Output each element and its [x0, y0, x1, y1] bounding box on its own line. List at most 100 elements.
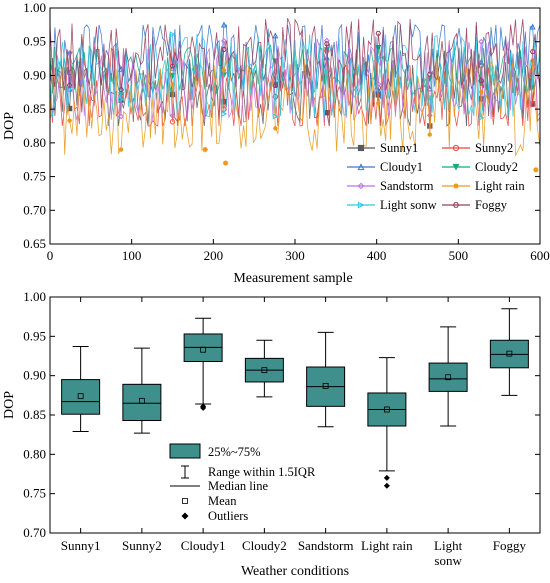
data-point-marker: [529, 49, 536, 55]
outlier-marker: [200, 404, 207, 411]
line-chart-x-label: Measurement sample: [233, 271, 352, 286]
line-series-sandstorm: [49, 38, 541, 123]
x-tick-label: 600: [530, 248, 550, 263]
mean-marker: [261, 367, 268, 374]
data-point-marker: [376, 100, 381, 106]
legend-label-mean: Mean: [208, 494, 237, 508]
outlier-marker: [383, 482, 390, 489]
box-sunny1: [61, 346, 101, 433]
box-chart-dop-by-weather: Sunny1 Sunny2 Cloudy1 Cloudy2 Sandstorm Light…: [2, 289, 541, 579]
data-point-marker: [478, 114, 485, 121]
legend-swatch-marker: [357, 201, 365, 209]
data-point-marker: [118, 96, 125, 103]
x-tick-label: 0: [47, 248, 54, 263]
box-chart-x-label: Weather conditions: [241, 564, 349, 579]
data-point-marker: [66, 82, 73, 88]
data-point-marker: [324, 109, 330, 116]
legend-label: Foggy: [475, 198, 508, 212]
legend-swatch-marker: [453, 183, 459, 189]
y-tick-label: 0.75: [23, 169, 46, 184]
data-point-marker: [169, 63, 176, 69]
box-chart-y-label: DOP: [2, 391, 17, 419]
data-point-marker: [324, 68, 331, 75]
data-point-marker: [221, 110, 228, 117]
box-chart-axes: 0.70 0.75 0.80 0.85 0.90 0.95 1.00: [23, 289, 540, 540]
data-point-marker: [118, 113, 124, 120]
legend-swatch-marker: [452, 202, 460, 208]
x-tick-label: 200: [204, 248, 224, 263]
mean-marker: [383, 406, 390, 413]
legend-label: Light sonw: [380, 198, 437, 212]
legend-label-box: 25%~75%: [208, 445, 261, 459]
data-point-marker: [478, 38, 485, 45]
data-point-marker: [221, 47, 227, 52]
data-point-marker: [118, 147, 124, 152]
iqr-box: [428, 362, 468, 392]
category-label: Sunny2: [122, 538, 162, 553]
data-point-marker: [478, 78, 484, 84]
data-point-marker: [272, 113, 279, 120]
data-point-marker: [375, 54, 382, 61]
legend-label: Sandstorm: [380, 179, 434, 193]
line-chart-dop-vs-sample: 0 100 200 300 400 500 600 0.65 0.70 0.75 0.80 0.85 0…: [2, 0, 550, 286]
y-tick-label: 0.75: [23, 486, 46, 501]
legend-swatch-marker: [452, 163, 460, 171]
x-tick-label: 500: [449, 248, 469, 263]
mean-marker: [77, 393, 84, 400]
legend-label: Cloudy2: [475, 160, 518, 174]
data-point-marker: [426, 71, 433, 77]
data-point-marker: [221, 68, 227, 73]
legend-label-outliers: Outliers: [208, 509, 248, 523]
legend-label: Light rain: [475, 179, 525, 193]
y-tick-label: 0.95: [23, 34, 46, 49]
category-label: Foggy: [493, 538, 527, 553]
line-series-cloudy1: [49, 23, 541, 102]
data-point-marker: [375, 30, 382, 36]
data-point-marker: [221, 37, 227, 44]
legend-swatch-marker: [357, 144, 365, 152]
data-point-marker: [530, 58, 535, 63]
x-tick-label: 100: [122, 248, 142, 263]
line-chart-legend: Sunny1 Sunny2 Cloudy1 Cloudy2 Sandstorm Light…: [347, 141, 525, 212]
legend-swatch-marker: [357, 163, 365, 171]
legend-outlier-swatch: [181, 512, 189, 520]
data-point-marker: [272, 94, 279, 100]
mean-marker: [200, 346, 207, 353]
box-plot-group: Sunny1 Sunny2 Cloudy1 Cloudy2 Sandstorm Light…: [61, 308, 529, 568]
y-tick-label: 0.70: [23, 525, 46, 540]
y-tick-label: 0.80: [23, 135, 46, 150]
data-point-marker: [479, 89, 484, 95]
category-label: Sandstorm: [298, 538, 354, 553]
legend-box-swatch: [169, 443, 201, 459]
data-point-marker: [323, 37, 330, 44]
box-cloudy1: [183, 317, 223, 411]
legend-label-range: Range within 1.5IQR: [208, 465, 316, 479]
category-label: Sunny1: [61, 538, 101, 553]
y-tick-label: 0.65: [23, 236, 46, 251]
mean-marker: [445, 374, 452, 381]
data-point-marker: [66, 86, 73, 93]
y-tick-label: 0.80: [23, 446, 46, 461]
data-point-marker: [273, 126, 278, 131]
box-light-rain: [367, 357, 407, 489]
category-label: Light sonw: [434, 538, 463, 568]
data-point-marker: [533, 167, 539, 173]
y-tick-label: 0.70: [23, 202, 46, 217]
y-tick-label: 0.85: [23, 407, 46, 422]
y-tick-label: 0.90: [23, 67, 46, 82]
legend-mean-swatch: [182, 498, 188, 504]
category-label: Cloudy1: [181, 538, 226, 553]
box-sandstorm: [306, 331, 346, 428]
data-point-marker: [324, 41, 330, 47]
legend-label: Sunny1: [380, 141, 418, 155]
data-point-marker: [222, 160, 229, 166]
line-series-sunny2: [49, 47, 541, 127]
data-point-marker: [272, 83, 279, 89]
outlier-marker: [383, 474, 390, 481]
mean-marker: [506, 350, 513, 357]
data-point-marker: [427, 132, 432, 137]
legend-swatch-marker: [357, 182, 365, 190]
data-point-marker: [272, 68, 279, 75]
